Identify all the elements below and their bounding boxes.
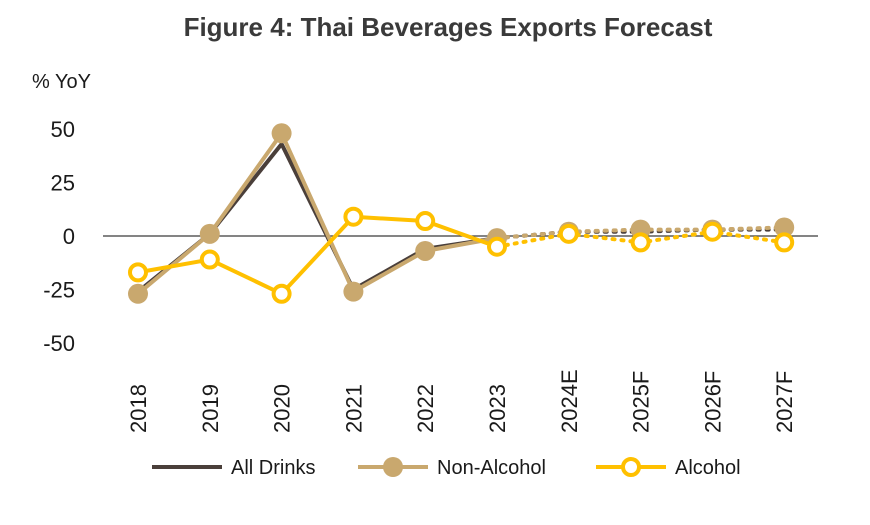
data-point	[774, 232, 795, 253]
y-axis-ticks: 50 25 0 -25 -50	[43, 117, 75, 356]
legend-marker	[621, 457, 641, 477]
legend-label: Non-Alcohol	[437, 457, 546, 479]
data-point	[128, 283, 148, 304]
legend-item: Non-Alcohol	[358, 457, 546, 479]
x-tick-label: 2019	[198, 384, 223, 433]
x-tick-label: 2024E	[557, 369, 582, 433]
data-point	[415, 211, 436, 232]
y-tick-label: 25	[51, 171, 75, 196]
series-line-actual	[136, 141, 498, 294]
data-point	[343, 206, 364, 227]
legend: All Drinks Non-Alcohol Alcohol	[152, 457, 741, 479]
legend-item: All Drinks	[152, 457, 315, 479]
data-point	[415, 240, 436, 261]
chart-title: Figure 4: Thai Beverages Exports Forecas…	[184, 12, 713, 42]
x-tick-label: 2023	[485, 384, 510, 433]
data-point	[271, 283, 292, 304]
x-tick-label: 2025F	[629, 371, 654, 433]
series-alcohol	[128, 206, 795, 304]
legend-label: Alcohol	[675, 457, 741, 479]
data-point	[343, 281, 364, 302]
legend-label: All Drinks	[231, 457, 315, 479]
data-point	[128, 262, 148, 283]
x-axis-ticks: 2018 2019 2020 2021 2022 2023 2024E 2025F 2026F 2…	[126, 369, 797, 433]
legend-item: Alcohol	[596, 457, 741, 479]
data-point	[702, 221, 723, 242]
y-tick-label: 50	[51, 117, 75, 142]
data-point	[199, 223, 220, 244]
data-point	[199, 249, 220, 270]
x-tick-label: 2018	[126, 384, 151, 433]
series-layer	[128, 123, 795, 304]
y-axis-label: % YoY	[32, 71, 91, 93]
y-tick-label: -25	[43, 278, 75, 303]
series-line-actual	[136, 131, 498, 296]
x-tick-label: 2027F	[772, 371, 797, 433]
series-line-actual	[137, 214, 498, 296]
data-point	[630, 232, 651, 253]
y-tick-label: 0	[63, 224, 75, 249]
x-tick-label: 2021	[341, 384, 366, 433]
y-tick-label: -50	[43, 331, 75, 356]
data-point	[774, 217, 795, 238]
x-tick-label: 2020	[270, 384, 295, 433]
x-tick-label: 2026F	[700, 371, 725, 433]
data-point	[271, 123, 292, 144]
data-point	[487, 236, 507, 257]
data-point	[558, 223, 579, 244]
x-tick-label: 2022	[413, 384, 438, 433]
legend-marker	[383, 457, 403, 477]
